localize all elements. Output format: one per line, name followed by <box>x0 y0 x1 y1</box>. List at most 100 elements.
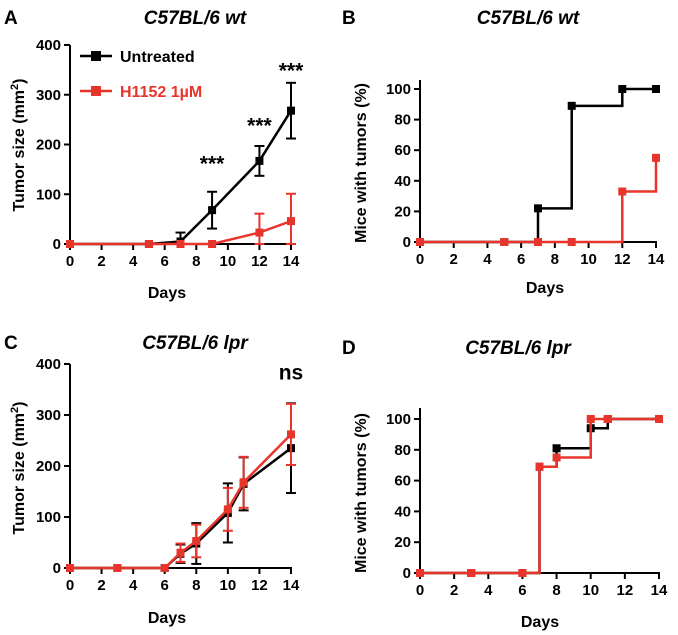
panel-d-point-h1152 <box>416 569 424 577</box>
panel-c-title: C57BL/6 lpr <box>142 333 249 354</box>
panel-c-point-h1152 <box>287 430 295 439</box>
legend-marker-untreated <box>91 51 101 61</box>
panel-b-point-h1152 <box>534 238 542 246</box>
panel-d-y-tick-label: 0 <box>403 565 411 582</box>
panel-a-x-tick-label: 14 <box>283 253 300 270</box>
panel-c-x-tick-label: 12 <box>251 577 268 594</box>
panel-d-point-h1152 <box>518 569 527 577</box>
panel-c-x-tick-label: 0 <box>66 577 74 594</box>
panel-c-point-h1152 <box>239 478 248 487</box>
legend-label-untreated: Untreated <box>120 49 195 66</box>
panel-a-point-untreated <box>208 206 217 215</box>
panel-c-y-tick-label: 0 <box>53 560 61 577</box>
panel-c-y-tick-label: 200 <box>36 458 61 475</box>
panel-d-x-tick-label: 8 <box>552 582 560 599</box>
panel-b-x-tick-label: 0 <box>416 251 424 268</box>
panel-b-y-tick-label: 0 <box>403 234 411 251</box>
panel-d-ylabel: Mice with tumors (%) <box>353 413 370 573</box>
panel-a-point-untreated <box>255 156 264 165</box>
panel-b-y-tick-label: 80 <box>394 112 411 129</box>
panel-c-point-h1152 <box>66 564 74 572</box>
panel-a-title: C57BL/6 wt <box>144 8 247 29</box>
panel-d-xlabel: Days <box>521 614 559 631</box>
panel-a-xlabel: Days <box>148 285 186 302</box>
panel-a-annotation: *** <box>247 115 272 138</box>
panel-a-annotation: *** <box>200 152 225 175</box>
panel-b-point-untreated <box>534 204 542 213</box>
panel-a-x-tick-label: 2 <box>97 253 105 270</box>
panel-a-point-h1152 <box>144 240 153 248</box>
panel-label-d: D <box>342 338 356 359</box>
panel-c-x-tick-label: 14 <box>283 577 300 594</box>
panel-c-x-tick-label: 2 <box>97 577 105 594</box>
panel-b-y-tick-label: 20 <box>394 203 411 220</box>
panel-c-point-h1152 <box>113 564 122 572</box>
panel-c-x-tick-label: 10 <box>220 577 237 594</box>
panel-b-series-line-untreated <box>420 87 656 244</box>
panel-c-annotation: ns <box>279 361 304 384</box>
panel-d-point-h1152 <box>655 415 663 423</box>
panel-a-x-tick-label: 12 <box>251 253 268 270</box>
panel-a-ylabel: Tumor size (mm2) <box>9 79 28 212</box>
panel-a-y-tick-label: 400 <box>36 37 61 54</box>
panel-d-x-tick-label: 4 <box>484 582 493 599</box>
panel-d-point-h1152 <box>603 415 612 423</box>
panel-b-title: C57BL/6 wt <box>477 8 580 29</box>
panel-b-x-tick-label: 12 <box>614 251 631 268</box>
panel-d-title: C57BL/6 lpr <box>465 338 572 359</box>
panel-a-plot: 0 2 4 6 8 10 12 14 0 100 200 300 400 *** *** *** <box>36 37 304 270</box>
panel-d-point-h1152 <box>535 462 544 471</box>
panel-d-point-h1152 <box>552 453 561 462</box>
panel-c-xlabel: Days <box>148 610 186 627</box>
panel-d-series-line-h1152 <box>420 417 659 575</box>
panel-a-point-h1152 <box>255 228 264 237</box>
panel-a-x-tick-label: 6 <box>161 253 169 270</box>
panel-b-x-tick-label: 14 <box>648 251 665 268</box>
panel-c-point-h1152 <box>192 536 201 545</box>
panel-d-y-tick-label: 60 <box>394 473 411 490</box>
legend-label-h1152: H1152 1µM <box>120 84 202 101</box>
panel-d-y-tick-label: 20 <box>394 534 411 551</box>
panel-d: D C57BL/6 lpr Days Mice with tumors (%) … <box>342 338 668 631</box>
panel-b-point-untreated <box>652 85 660 93</box>
panel-b-x-tick-label: 8 <box>551 251 559 268</box>
panel-b-point-h1152 <box>618 187 627 196</box>
panel-b-series-line-h1152 <box>420 157 658 244</box>
panel-d-x-tick-label: 12 <box>617 582 634 599</box>
panel-label-a: A <box>4 8 18 29</box>
panel-a-point-h1152 <box>208 240 217 248</box>
panel-a-y-tick-label: 0 <box>53 236 61 253</box>
panel-a-x-tick-label: 10 <box>220 253 237 270</box>
panel-c-y-tick-label: 100 <box>36 509 61 526</box>
panel-a-y-tick-label: 100 <box>36 186 61 203</box>
panel-b-y-tick-label: 60 <box>394 142 411 159</box>
panel-a-series-line-h1152 <box>70 219 292 246</box>
panel-c-x-tick-label: 6 <box>161 577 169 594</box>
panel-a-x-tick-label: 0 <box>66 253 74 270</box>
panel-a-x-tick-label: 8 <box>192 253 200 270</box>
panel-b-ylabel: Mice with tumors (%) <box>353 83 370 243</box>
panel-a-x-tick-label: 4 <box>129 253 138 270</box>
panel-d-x-tick-label: 2 <box>450 582 458 599</box>
panel-a-y-tick-label: 300 <box>36 87 61 104</box>
panel-a-point-h1152 <box>66 240 74 248</box>
panel-c-point-h1152 <box>176 548 185 557</box>
panel-d-y-tick-label: 100 <box>386 411 411 428</box>
panel-d-x-tick-label: 6 <box>518 582 526 599</box>
panel-b-x-tick-label: 6 <box>517 251 525 268</box>
panel-a: A C57BL/6 wt Days Tumor size (mm2) 0 2 4 6 8… <box>4 8 304 302</box>
panel-b: B C57BL/6 wt Days Mice with tumors (%) 0… <box>342 8 665 297</box>
panel-b-x-tick-label: 10 <box>580 251 597 268</box>
panel-c: C C57BL/6 lpr Days Tumor size (mm2) 0 2 4 6… <box>4 333 303 627</box>
panel-d-y-tick-label: 80 <box>394 442 411 459</box>
panel-label-c: C <box>4 333 18 354</box>
panel-b-point-untreated <box>618 85 627 93</box>
panel-b-xlabel: Days <box>526 280 564 297</box>
panel-b-point-h1152 <box>416 238 424 246</box>
panel-d-plot: 0 2 4 6 8 10 12 14 0 20 40 60 80 100 <box>386 408 668 599</box>
panel-c-series-line-h1152 <box>70 433 292 570</box>
panel-c-y-tick-label: 300 <box>36 407 61 424</box>
panel-b-point-h1152 <box>567 238 576 246</box>
panel-d-y-tick-label: 40 <box>394 503 411 520</box>
